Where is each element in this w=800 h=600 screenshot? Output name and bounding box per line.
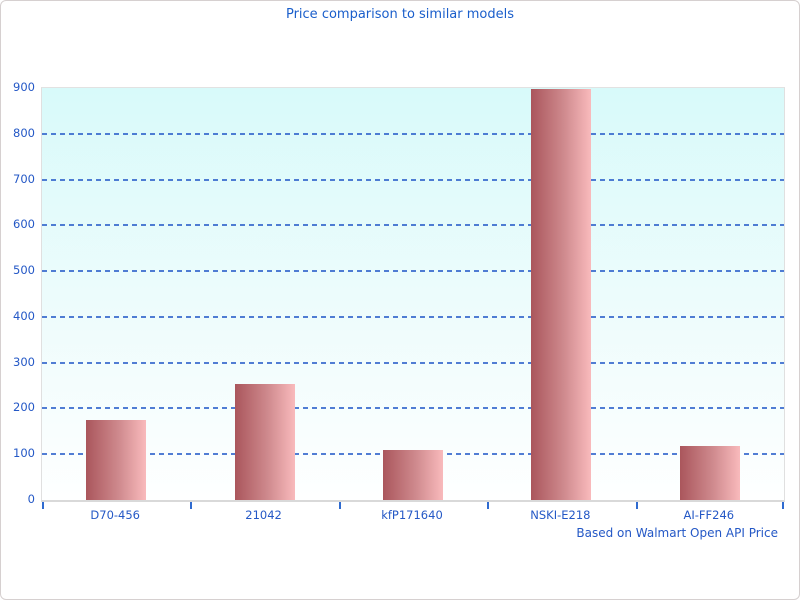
y-tick-label-700: 700 — [13, 171, 35, 186]
x-category-label-21042: 21042 — [245, 508, 282, 522]
x-axis-tick — [338, 502, 341, 509]
gridline-300 — [42, 361, 784, 364]
x-axis-tick — [190, 502, 193, 509]
plot-area — [41, 87, 785, 509]
bar-NSKI-E218 — [531, 88, 592, 500]
x-axis-tick — [487, 502, 490, 509]
gridline-400 — [42, 315, 784, 318]
x-axis-tick — [782, 502, 784, 509]
chart-title: Price comparison to similar models — [285, 7, 515, 22]
y-axis-labels: 0 100 200 300 400 500 600 700 800 900 — [1, 80, 35, 506]
gridline-600 — [42, 224, 784, 227]
bar-D70-456 — [86, 419, 147, 500]
x-axis-tick — [635, 502, 638, 509]
bar-kfP171640 — [383, 449, 443, 500]
y-tick-label-0: 0 — [27, 492, 35, 506]
gridline-700 — [42, 178, 784, 181]
bar-21042 — [234, 383, 295, 500]
y-tick-label-600: 600 — [13, 217, 35, 232]
bar-AI-FF246 — [679, 445, 740, 500]
y-tick-label-900: 900 — [13, 80, 35, 94]
y-tick-label-300: 300 — [13, 354, 35, 369]
source-note: Based on Walmart Open API Price — [576, 526, 778, 540]
x-category-label-D70-456: D70-456 — [90, 508, 140, 522]
x-category-label-NSKI-E218: NSKI-E218 — [530, 508, 591, 522]
x-axis-tick — [42, 502, 44, 509]
y-tick-label-100: 100 — [13, 446, 35, 461]
x-category-label-AI-FF246: AI-FF246 — [683, 508, 735, 522]
gridline-500 — [42, 270, 784, 273]
y-tick-label-400: 400 — [13, 308, 35, 323]
gridline-200 — [42, 407, 784, 410]
x-category-label-kfP171640: kfP171640 — [381, 508, 443, 522]
y-tick-label-200: 200 — [13, 400, 35, 415]
gridline-800 — [42, 132, 784, 135]
y-tick-label-800: 800 — [13, 125, 35, 140]
y-tick-label-500: 500 — [13, 263, 35, 278]
x-axis-labels: D70-456 21042 kfP171640 NSKI-E218 AI-FF246 — [41, 508, 783, 524]
